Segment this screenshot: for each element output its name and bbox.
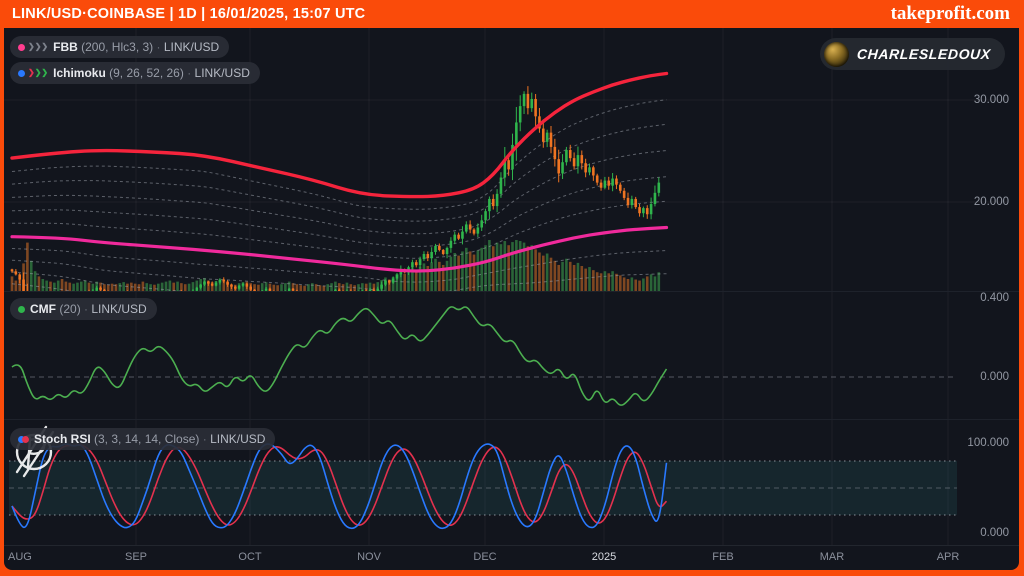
cmf-dot-icon [18, 305, 25, 313]
stoch-axis-upper[interactable]: 100.000 [967, 437, 1009, 449]
tick-aug: AUG [8, 551, 32, 563]
tick-oct: OCT [238, 551, 262, 563]
price-panel[interactable]: ❯❯❯ FBB (200, Hlc3, 3) · LINK/USD ❯❯❯ Ic… [4, 28, 1019, 292]
legend-stoch[interactable]: Stoch RSI (3, 3, 14, 14, Close) · LINK/U… [10, 428, 276, 450]
stoch-chart-canvas[interactable] [4, 420, 1019, 546]
stoch-axis-lower[interactable]: 0.000 [980, 527, 1009, 539]
stoch-panel[interactable]: Stoch RSI (3, 3, 14, 14, Close) · LINK/U… [4, 420, 1019, 546]
legend-fbb-name: FBB [53, 40, 78, 54]
legend-cmf-symbol: LINK/USD [91, 302, 147, 316]
price-chart-canvas[interactable] [4, 28, 1019, 292]
legend-ichimoku-params: (9, 26, 52, 26) [109, 66, 184, 80]
user-name: CHARLESLEDOUX [856, 46, 992, 62]
price-axis-upper[interactable]: 30.000 [973, 94, 1009, 106]
user-avatar [824, 41, 850, 67]
legend-ichimoku-name: Ichimoku [53, 66, 106, 80]
fbb-chevrons-icon: ❯❯❯ [28, 42, 49, 51]
cmf-chart-canvas[interactable] [4, 292, 1019, 420]
tick-mar: MAR [819, 551, 845, 563]
fbb-dot-icon [18, 43, 25, 51]
chart-area: ❯❯❯ FBB (200, Hlc3, 3) · LINK/USD ❯❯❯ Ic… [4, 28, 1019, 570]
tick-nov: NOV [357, 551, 381, 563]
stoch-dots-icon [18, 435, 29, 443]
legend-fbb[interactable]: ❯❯❯ FBB (200, Hlc3, 3) · LINK/USD [10, 36, 230, 58]
takeprofit-logo[interactable]: takeprofit.com [890, 3, 1010, 24]
cmf-axis-lower[interactable]: 0.000 [980, 371, 1009, 383]
legend-stoch-params: (3, 3, 14, 14, Close) [94, 432, 200, 446]
legend-ichimoku[interactable]: ❯❯❯ Ichimoku (9, 26, 52, 26) · LINK/USD [10, 62, 260, 84]
legend-ichimoku-symbol: LINK/USD [194, 66, 250, 80]
tick-apr: APR [936, 551, 960, 563]
price-axis-lower[interactable]: 20.000 [973, 196, 1009, 208]
tick-2025: 2025 [591, 551, 617, 563]
cmf-axis-upper[interactable]: 0.400 [980, 292, 1009, 304]
tick-sep: SEP [124, 551, 148, 563]
tick-feb: FEB [712, 551, 734, 563]
legend-cmf[interactable]: CMF (20) · LINK/USD [10, 298, 157, 320]
legend-stoch-name: Stoch RSI [34, 432, 91, 446]
user-badge[interactable]: CHARLESLEDOUX [820, 38, 1005, 70]
cmf-panel[interactable]: CMF (20) · LINK/USD 0.400 0.000 [4, 292, 1019, 420]
legend-fbb-symbol: LINK/USD [163, 40, 220, 54]
legend-stoch-symbol: LINK/USD [210, 432, 266, 446]
ichimoku-chevrons-icon: ❯❯❯ [28, 68, 49, 77]
tick-dec: DEC [473, 551, 497, 563]
chart-title: LINK/USD·COINBASE | 1D | 16/01/2025, 15:… [12, 6, 366, 22]
legend-cmf-name: CMF [30, 302, 56, 316]
legend-fbb-params: (200, Hlc3, 3) [81, 40, 154, 54]
ichimoku-dot-icon [18, 69, 25, 77]
top-bar: LINK/USD·COINBASE | 1D | 16/01/2025, 15:… [0, 0, 1024, 28]
time-axis[interactable]: AUG SEP OCT NOV DEC 2025 FEB MAR APR [4, 546, 1019, 570]
legend-cmf-params: (20) [59, 302, 81, 316]
